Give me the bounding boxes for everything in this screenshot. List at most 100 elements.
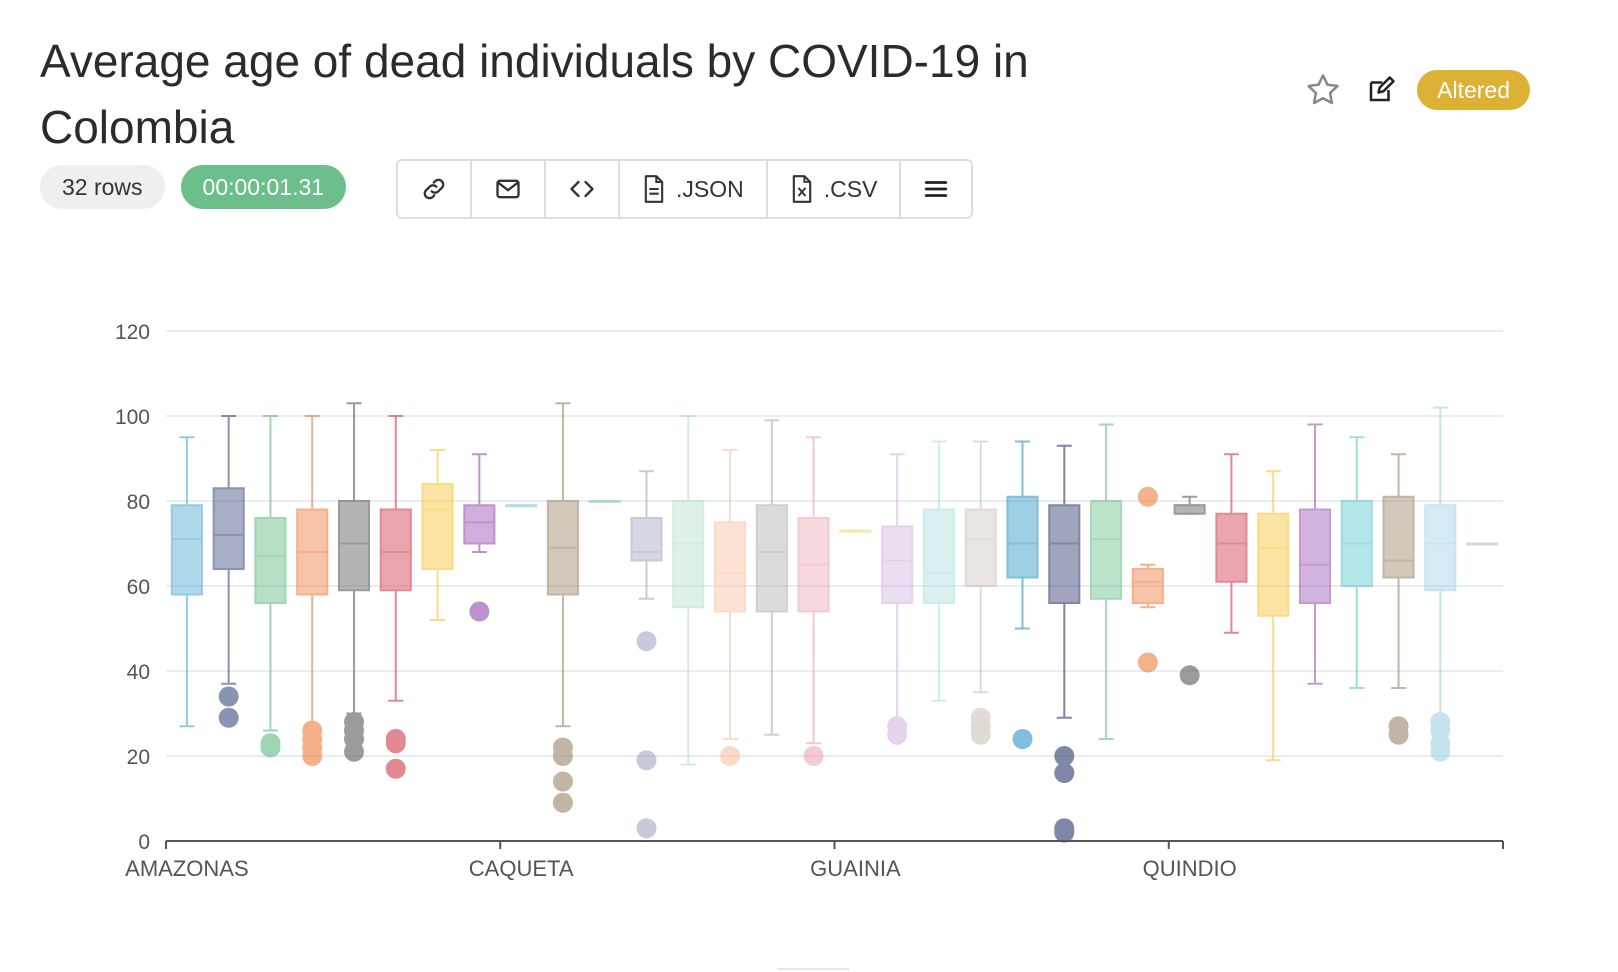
mail-icon [494, 175, 522, 203]
box-outlier [385, 733, 406, 754]
box-outlier [1054, 746, 1075, 766]
box-group [672, 415, 705, 766]
export-csv-button[interactable]: .CSV [768, 161, 902, 217]
export-csv-label: .CSV [823, 175, 878, 202]
box-rect [463, 504, 496, 545]
box-group [881, 453, 914, 745]
edit-icon[interactable] [1359, 68, 1403, 112]
box-group [170, 436, 203, 728]
export-json-label: .JSON [676, 175, 744, 202]
box-outlier [469, 601, 490, 622]
box-rect [1215, 512, 1248, 583]
star-icon[interactable] [1301, 68, 1345, 112]
box-outlier [552, 792, 573, 813]
box-plot-chart: 0 20 40 60 80 100 120 AMAZONAS CAQUETA GUAINIA QUI… [115, 321, 1504, 881]
box-group [1424, 406, 1457, 762]
box-rect [1466, 542, 1499, 546]
y-tick-label: 40 [127, 661, 150, 684]
box-outlier [260, 737, 281, 758]
box-outlier [720, 746, 741, 766]
box-outlier [302, 746, 323, 766]
y-tick-label: 20 [127, 746, 150, 769]
y-tick-label: 60 [127, 576, 150, 599]
box-group [1466, 542, 1499, 546]
json-file-icon [642, 175, 666, 203]
box-group [1257, 470, 1290, 762]
box-group [964, 440, 997, 745]
box-group [1215, 453, 1248, 634]
more-menu-button[interactable] [901, 161, 971, 217]
box-rect [170, 504, 203, 596]
y-tick-label: 120 [115, 321, 150, 344]
box-group [1173, 495, 1206, 686]
export-json-button[interactable]: .JSON [620, 161, 768, 217]
box-rect [212, 487, 245, 570]
box-group [337, 402, 371, 762]
box-group [1382, 453, 1415, 745]
box-rect [1090, 500, 1123, 600]
meta-row: 32 rows 00:00:01.31 [40, 165, 347, 209]
box-outlier [1430, 741, 1451, 762]
box-group [714, 449, 747, 766]
box-rect [254, 517, 287, 604]
box-rect [839, 529, 872, 533]
menu-icon [923, 176, 949, 202]
box-group [755, 419, 788, 736]
box-group [839, 529, 872, 533]
box-group [505, 504, 538, 508]
box-group [630, 470, 663, 839]
box-outlier [1137, 486, 1158, 507]
y-tick-label: 80 [127, 491, 150, 514]
box-group [922, 440, 955, 702]
box-rect [964, 508, 997, 587]
box-group [1090, 423, 1123, 740]
box-rect [1048, 504, 1081, 604]
box-group [1006, 440, 1039, 749]
box-group [1048, 444, 1081, 843]
box-outlier [344, 741, 365, 762]
box-rect [714, 521, 747, 613]
box-rect [379, 508, 412, 592]
box-group [1298, 423, 1332, 685]
y-tick-label: 0 [138, 831, 150, 854]
box-rect [755, 504, 788, 613]
copy-link-button[interactable] [398, 161, 472, 217]
box-outlier [1388, 724, 1409, 745]
box-outlier [1054, 822, 1075, 843]
chart-toolbar: .JSON .CSV [396, 159, 974, 219]
page-title: Average age of dead individuals by COVID… [40, 35, 1029, 153]
box-rect [1131, 568, 1164, 604]
box-rect [922, 508, 955, 604]
box-outlier [1012, 729, 1033, 749]
box-rect [672, 500, 705, 609]
header-actions: Altered [1301, 68, 1530, 112]
box-outlier [636, 818, 657, 839]
link-icon [420, 175, 448, 203]
x-tick-label: AMAZONAS [125, 856, 248, 881]
box-group [588, 500, 621, 503]
chart-axes: 0 20 40 60 80 100 120 AMAZONAS CAQUETA GUAINIA QUI… [115, 321, 1504, 881]
box-rect [1006, 495, 1039, 579]
embed-code-button[interactable] [546, 161, 620, 217]
box-outlier [1179, 665, 1200, 686]
box-rect [588, 500, 621, 503]
box-outlier [1054, 763, 1075, 783]
chart-boxes [170, 402, 1499, 843]
box-rect [337, 500, 371, 592]
x-tick-label: QUINDIO [1143, 856, 1237, 881]
box-group [212, 415, 245, 728]
box-outlier [803, 746, 824, 766]
altered-badge: Altered [1417, 70, 1530, 110]
x-tick-label: CAQUETA [469, 856, 574, 881]
share-email-button[interactable] [472, 161, 546, 217]
box-outlier [970, 724, 991, 745]
box-rect [1382, 495, 1415, 579]
box-group [797, 436, 830, 766]
box-rect [1298, 508, 1332, 604]
box-group [1131, 486, 1164, 673]
box-outlier [552, 771, 573, 792]
code-icon [568, 175, 596, 203]
box-outlier [1137, 652, 1158, 673]
box-group [546, 402, 579, 813]
box-rect [1257, 512, 1290, 617]
